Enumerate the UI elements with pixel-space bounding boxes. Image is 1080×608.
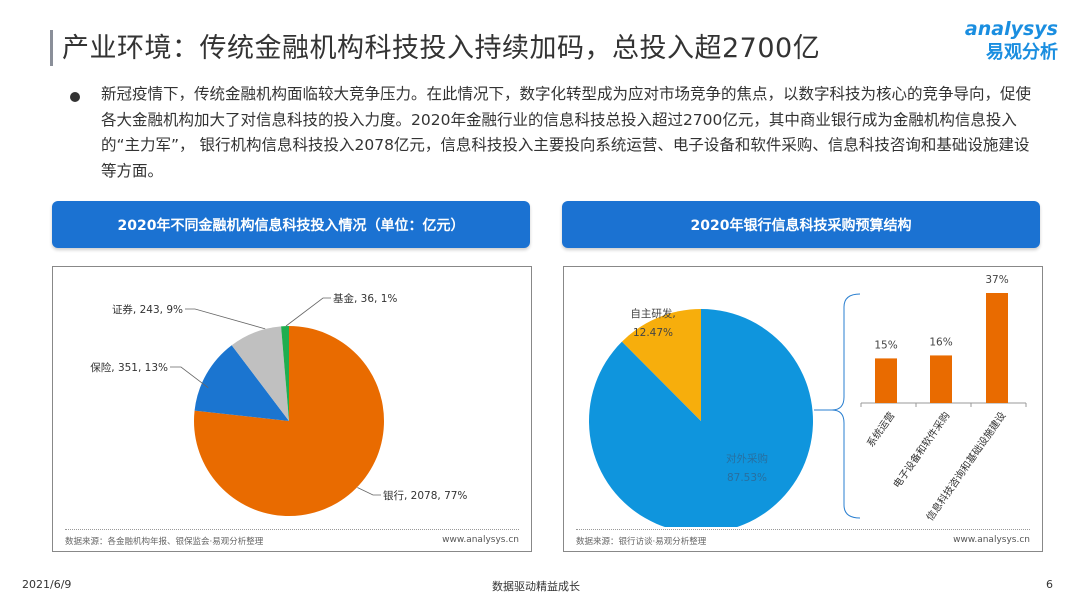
leader-line (285, 297, 331, 327)
left-chart-header: 2020年不同金融机构信息科技投入情况（单位：亿元） (52, 201, 530, 248)
right-chart-panel: 对外采购 87.53% 自主研发, 12.47% 15% 系统运营 16% 电子设备和软件采购… (563, 266, 1043, 552)
divider (65, 529, 519, 530)
pie-label-value: 87.53% (727, 472, 767, 484)
right-chart-header: 2020年银行信息科技采购预算结构 (562, 201, 1040, 248)
pie-slice-证券 (231, 326, 289, 421)
pie-label-name: 对外采购 (726, 452, 768, 465)
bar-电子设备和软件采购 (930, 355, 952, 403)
pie-label-value: 12.47% (633, 327, 673, 339)
pie-label-name: 自主研发, (630, 307, 675, 320)
pie-slice-对外采购 (589, 309, 814, 527)
bar-category-label: 电子设备和软件采购 (890, 409, 952, 490)
pie-label-证券: 证券, 243, 9% (112, 303, 183, 316)
bar-value-label: 16% (929, 336, 952, 348)
bar-value-label: 15% (874, 339, 897, 351)
bracket-line (831, 293, 861, 519)
pie-slice-保险 (194, 345, 289, 421)
bar-value-label: 37% (985, 274, 1008, 286)
pie-label-保险: 保险, 351, 13% (90, 361, 168, 374)
footer-date: 2021/6/9 (22, 578, 72, 591)
title-accent-bar (50, 30, 53, 66)
procurement-chart: 对外采购 87.53% 自主研发, 12.47% 15% 系统运营 16% 电子设备和软件采购… (589, 274, 1027, 527)
pie-label-银行: 银行, 2078, 77% (383, 489, 467, 502)
bar-信息科技咨询和基础设施建设 (986, 293, 1008, 403)
institution-pie-chart: 银行, 2078, 77% 保险, 351, 13% 证券, 243, 9% 基金, … (90, 292, 467, 516)
source-url: www.analysys.cn (953, 535, 1030, 545)
page-number: 6 (1046, 578, 1053, 591)
analysys-logo: analysys 易观分析 (948, 18, 1058, 64)
left-chart-panel: 银行, 2078, 77% 保险, 351, 13% 证券, 243, 9% 基金, … (52, 266, 532, 552)
leader-line (357, 487, 381, 496)
pie-slice-基金 (281, 326, 289, 421)
source-note: 数据来源：各金融机构年报、银保监会·易观分析整理 (65, 537, 264, 547)
divider (576, 529, 1030, 530)
source-note: 数据来源：银行访谈·易观分析整理 (576, 537, 707, 547)
bar-category-label: 系统运营 (864, 409, 898, 449)
pie-slice-自主研发 (621, 309, 701, 421)
footer-slogan: 数据驱动精益成长 (492, 580, 580, 593)
leader-line (185, 308, 266, 330)
source-url: www.analysys.cn (442, 535, 519, 545)
bullet-dot-icon (70, 92, 80, 102)
logo-cn: 易观分析 (986, 42, 1058, 63)
pie-label-基金: 基金, 36, 1% (333, 292, 397, 305)
page-title: 产业环境：传统金融机构科技投入持续加码，总投入超2700亿 (62, 33, 821, 64)
body-paragraph: 新冠疫情下，传统金融机构面临较大竞争压力。在此情况下，数字化转型成为应对市场竞争… (101, 85, 1032, 180)
leader-line (170, 366, 209, 389)
bar-系统运营 (875, 358, 897, 403)
logo-en: analysys (964, 18, 1058, 40)
